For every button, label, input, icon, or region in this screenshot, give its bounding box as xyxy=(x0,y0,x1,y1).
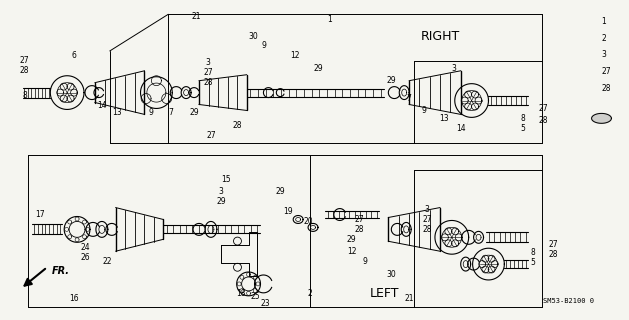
Text: 29: 29 xyxy=(347,235,357,244)
Text: 30: 30 xyxy=(386,269,396,278)
Text: 14: 14 xyxy=(97,101,107,110)
Text: 3: 3 xyxy=(425,205,430,214)
Text: 21: 21 xyxy=(404,294,414,303)
Text: 17: 17 xyxy=(36,210,45,219)
Text: RIGHT: RIGHT xyxy=(421,29,460,43)
Text: 28: 28 xyxy=(355,225,364,234)
Text: 12: 12 xyxy=(347,247,357,256)
Text: LEFT: LEFT xyxy=(369,287,399,300)
Text: FR.: FR. xyxy=(52,266,70,276)
Text: 19: 19 xyxy=(284,207,293,216)
Text: 3: 3 xyxy=(218,187,223,196)
Text: 5: 5 xyxy=(521,124,526,133)
Text: 8: 8 xyxy=(521,114,526,123)
Text: 26: 26 xyxy=(80,253,90,262)
Text: 13: 13 xyxy=(112,108,121,117)
Text: 29: 29 xyxy=(386,76,396,85)
Polygon shape xyxy=(592,113,611,123)
Text: 2: 2 xyxy=(308,289,313,298)
Text: 27: 27 xyxy=(538,104,548,113)
Text: 25: 25 xyxy=(251,292,260,301)
Text: 2: 2 xyxy=(601,34,606,43)
Text: 15: 15 xyxy=(221,175,231,184)
Text: 23: 23 xyxy=(260,299,270,308)
Text: 13: 13 xyxy=(439,114,448,123)
Text: 18: 18 xyxy=(236,289,245,298)
Text: 27: 27 xyxy=(422,215,432,224)
Text: 3: 3 xyxy=(601,51,606,60)
Text: 8: 8 xyxy=(531,248,535,257)
Text: 9: 9 xyxy=(362,257,367,266)
Text: 12: 12 xyxy=(291,52,300,60)
Text: 14: 14 xyxy=(456,124,465,133)
Text: 28: 28 xyxy=(203,78,213,87)
Text: 1: 1 xyxy=(328,15,332,24)
Text: 6: 6 xyxy=(72,52,77,60)
Text: 20: 20 xyxy=(303,217,313,226)
Text: SM53-B2100 0: SM53-B2100 0 xyxy=(543,298,594,304)
Text: 29: 29 xyxy=(313,64,323,73)
Text: 22: 22 xyxy=(102,257,111,266)
Text: 28: 28 xyxy=(601,84,611,93)
Text: 27: 27 xyxy=(206,131,216,140)
Text: 27: 27 xyxy=(203,68,213,77)
Text: 29: 29 xyxy=(216,197,226,206)
Text: 24: 24 xyxy=(80,243,90,252)
Text: 9: 9 xyxy=(421,106,426,115)
Text: 8: 8 xyxy=(22,91,27,100)
Text: 29: 29 xyxy=(189,108,199,117)
Text: 9: 9 xyxy=(261,42,266,51)
Text: 3: 3 xyxy=(452,64,456,73)
Text: 16: 16 xyxy=(69,294,79,303)
Text: 27: 27 xyxy=(355,215,364,224)
Text: 7: 7 xyxy=(169,108,174,117)
Text: 28: 28 xyxy=(548,250,558,259)
Text: 27: 27 xyxy=(548,240,558,249)
Text: 28: 28 xyxy=(233,121,242,130)
Text: 9: 9 xyxy=(149,108,154,117)
Text: 28: 28 xyxy=(538,116,548,125)
Text: 28: 28 xyxy=(19,66,30,75)
Text: 27: 27 xyxy=(601,67,611,76)
Text: 7: 7 xyxy=(407,94,411,103)
Text: 5: 5 xyxy=(531,258,535,267)
Text: 3: 3 xyxy=(206,58,210,67)
Text: 29: 29 xyxy=(276,187,285,196)
Text: 27: 27 xyxy=(19,56,30,65)
Text: 30: 30 xyxy=(248,32,259,41)
Text: 1: 1 xyxy=(601,17,606,26)
Text: 21: 21 xyxy=(191,12,201,21)
Text: 28: 28 xyxy=(422,225,431,234)
